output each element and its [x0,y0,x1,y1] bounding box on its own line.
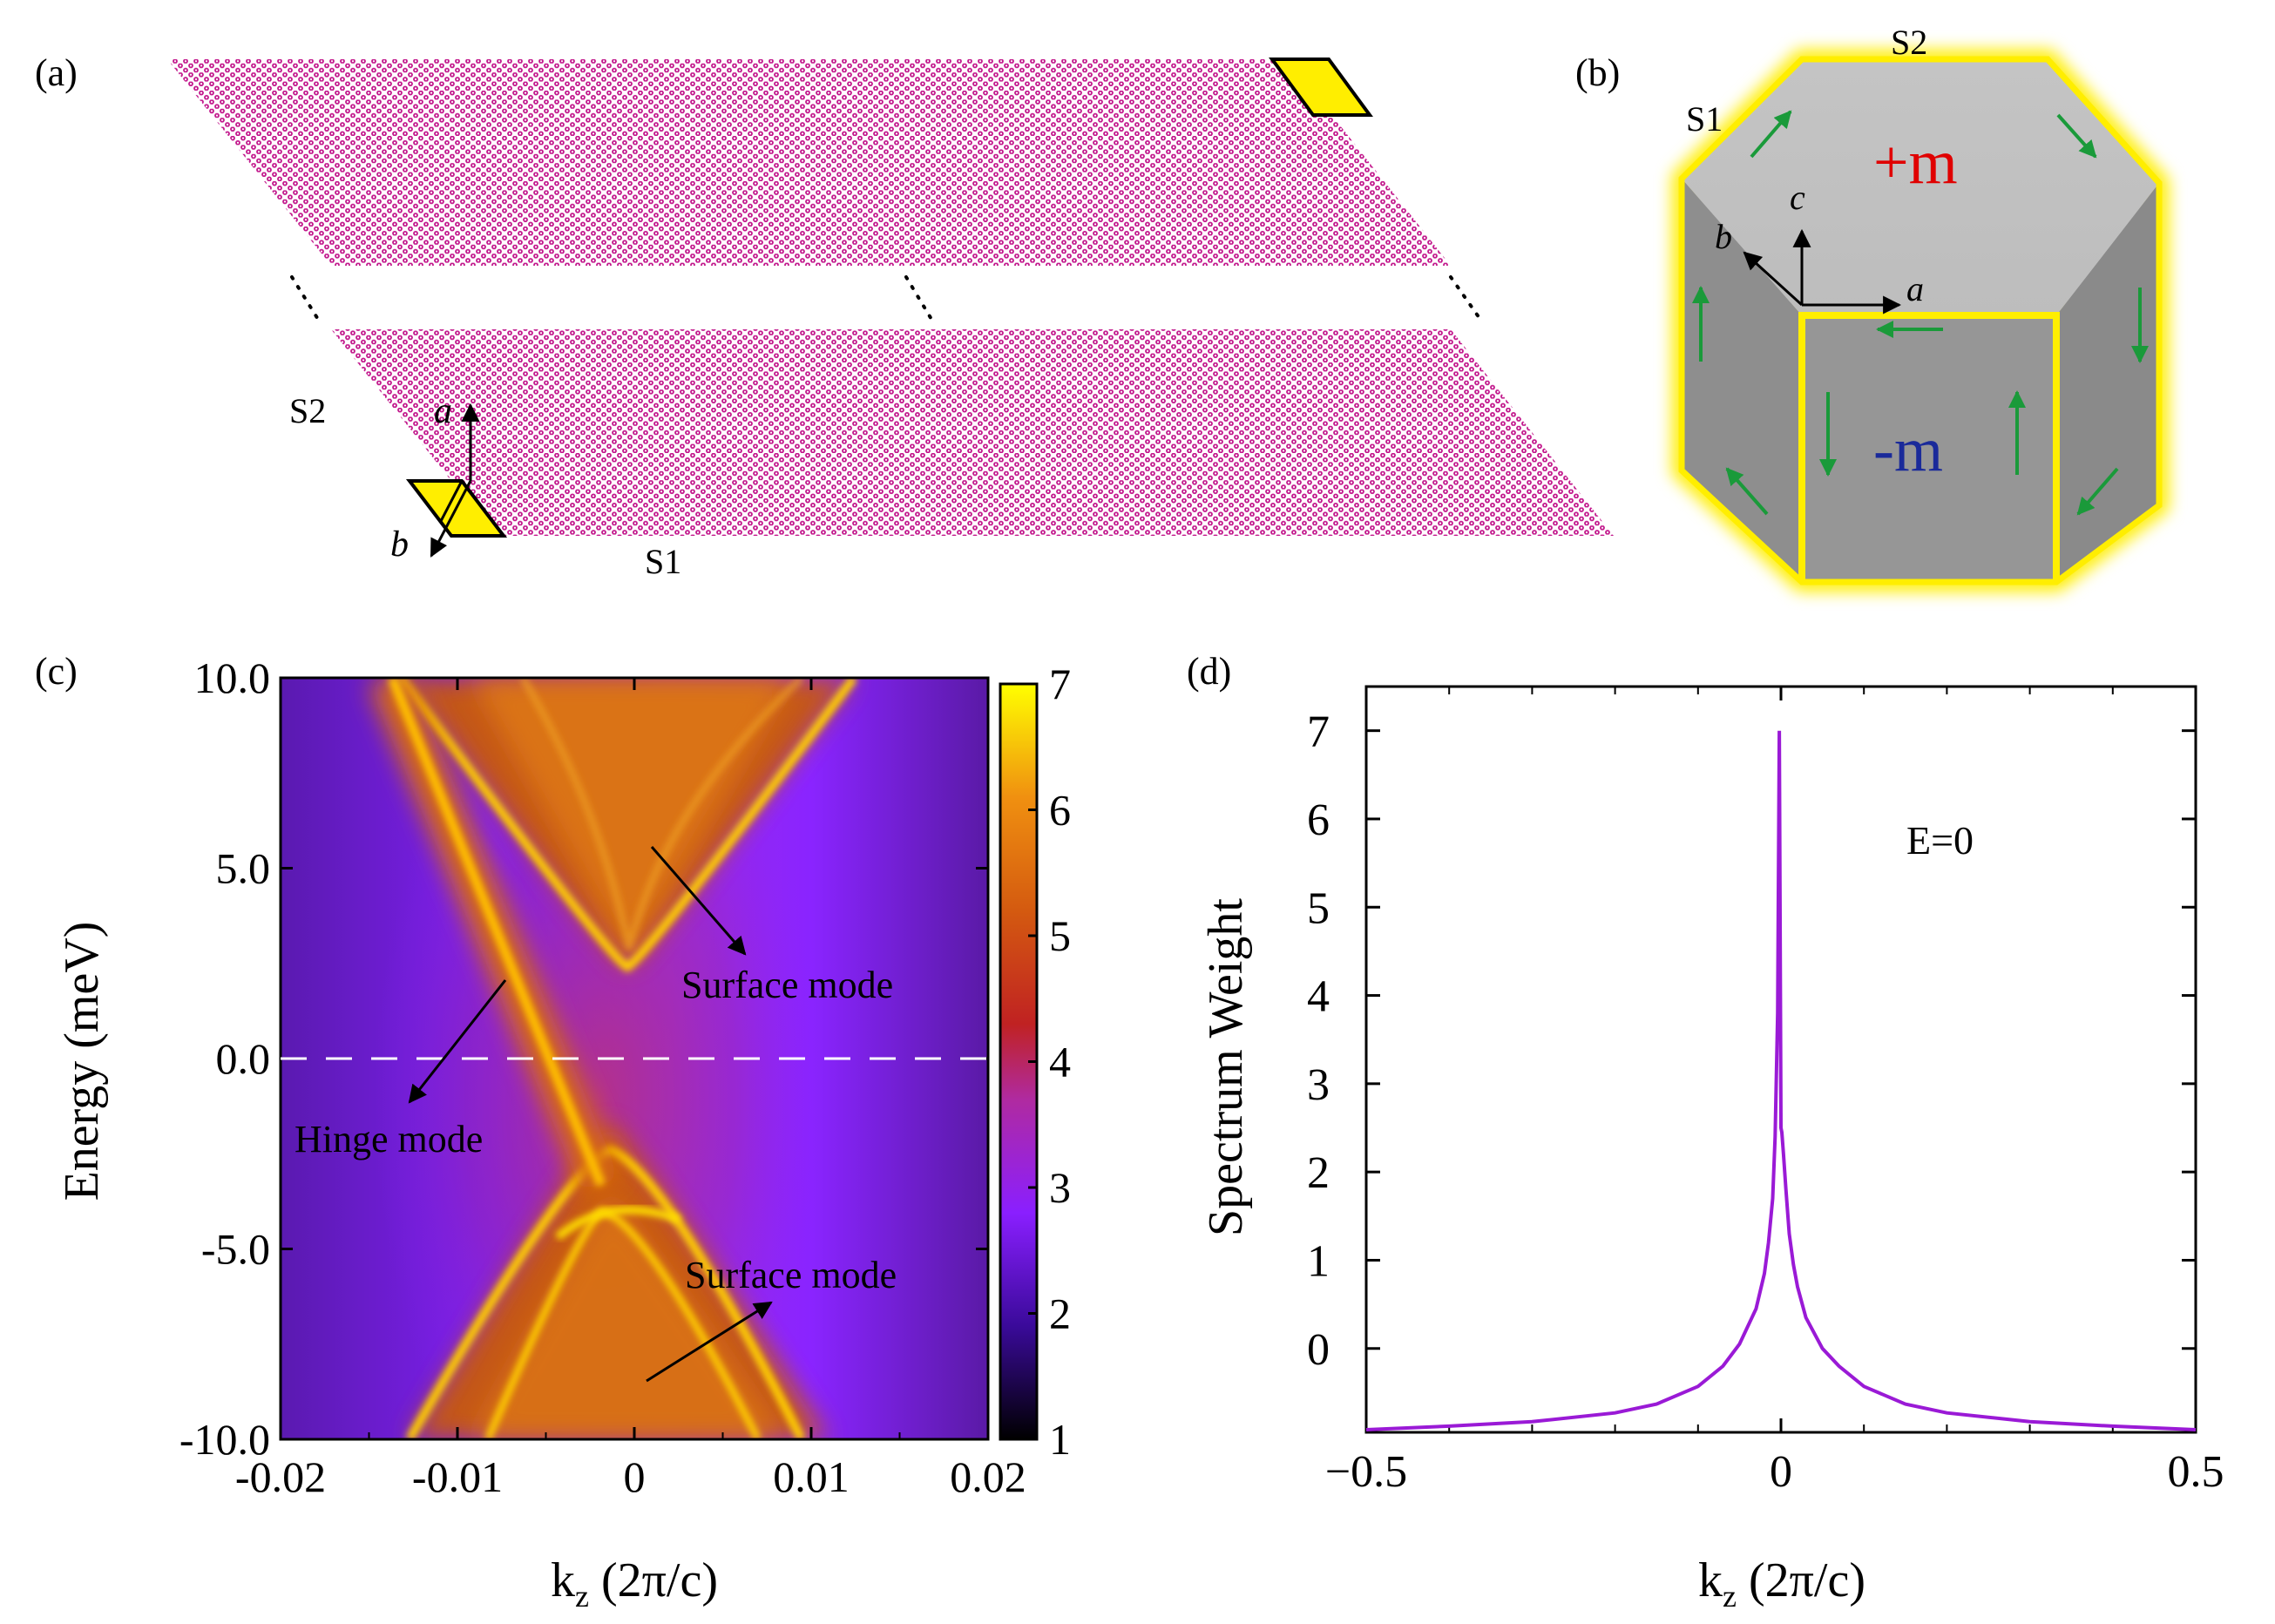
x-tick-label: 0.01 [773,1452,850,1501]
panel-d-ylabel: Spectrum Weight [1199,898,1253,1236]
panel-a: (a) a b S2 S1 [35,51,1614,581]
y-tick-label: -5.0 [201,1225,270,1274]
y-tick-label: 7 [1307,707,1330,757]
x-tick-label: 0 [624,1452,646,1501]
panel-b: (b) c a b +m [1575,23,2159,582]
plot-d-ticks: −0.5 0 0.5 7 6 5 4 3 2 1 0 [1307,687,2224,1497]
x-tick-label: 0 [1770,1447,1792,1497]
figure: (a) a b S2 S1 (b) [0,0,2275,1624]
colorbar-tick-label: 3 [1049,1163,1071,1212]
y-tick-label: 0.0 [216,1034,271,1083]
colorbar-tick-label: 2 [1049,1289,1071,1338]
top-mass-label: +m [1873,127,1958,197]
panel-a-label: (a) [35,51,78,94]
y-tick-label: -10.0 [179,1415,270,1464]
y-tick-label: 5.0 [216,844,271,893]
front-mass-label: -m [1873,415,1943,484]
panel-c: (c) -0.02 -0.01 0 0.01 0.0210.05.00.0-5.0-10… [35,645,1071,1614]
colorbar-tick-label: 4 [1049,1038,1071,1086]
annotation-surface-lower: Surface mode [685,1254,897,1296]
s1-label: S1 [1686,99,1723,139]
s2-label: S2 [1891,23,1927,62]
annotation-surface-upper: Surface mode [681,964,893,1006]
panel-c-label: (c) [35,650,78,693]
y-tick-label: 6 [1307,795,1330,845]
panel-d: (d) −0.5 0 0.5 7 6 5 4 3 2 1 0 E=0 Spectrum Weight… [1187,650,2224,1614]
panel-c-ylabel: Energy (meV) [55,922,109,1201]
x-tick-label: 0.5 [2168,1447,2224,1497]
y-tick-label: 3 [1307,1060,1330,1110]
annotation-hinge: Hinge mode [295,1118,483,1160]
axis-a-label: a [434,391,452,431]
colorbar-tick-label: 1 [1049,1415,1071,1464]
colorbar-tick-label: 5 [1049,911,1071,960]
panel-b-label: (b) [1575,51,1620,94]
colorbar-tick-label: 6 [1049,786,1071,835]
dots-left [292,277,319,321]
y-tick-label: 2 [1307,1148,1330,1198]
dots-middle [906,277,932,321]
y-tick-label: 1 [1307,1236,1330,1286]
lattice-lower-strip [331,329,1614,536]
y-tick-label: 4 [1307,972,1330,1022]
y-tick-label: 0 [1307,1325,1330,1375]
y-tick-label: 5 [1307,883,1330,933]
panel-c-xlabel: kz (2π/c) [551,1553,718,1614]
lattice-upper-strip [167,59,1451,266]
spectrum-weight-line [1366,731,2196,1430]
edge-s2-label: S2 [289,391,326,430]
heatmap [281,645,988,1551]
b-axis-b-label: b [1715,217,1732,256]
x-tick-label: -0.01 [412,1452,503,1501]
b-axis-a-label: a [1906,269,1924,308]
dots-right [1451,277,1481,321]
panel-d-label: (d) [1187,650,1231,693]
b-axis-c-label: c [1790,178,1805,217]
panel-d-xlabel: kz (2π/c) [1698,1553,1865,1614]
y-tick-label: 10.0 [194,653,271,702]
annotation-energy: E=0 [1906,818,1974,863]
edge-s1-label: S1 [645,542,681,581]
axis-b-label: b [390,524,409,565]
colorbar-tick-label: 7 [1049,660,1071,708]
x-tick-label: −0.5 [1325,1447,1407,1497]
x-tick-label: 0.02 [950,1452,1026,1501]
